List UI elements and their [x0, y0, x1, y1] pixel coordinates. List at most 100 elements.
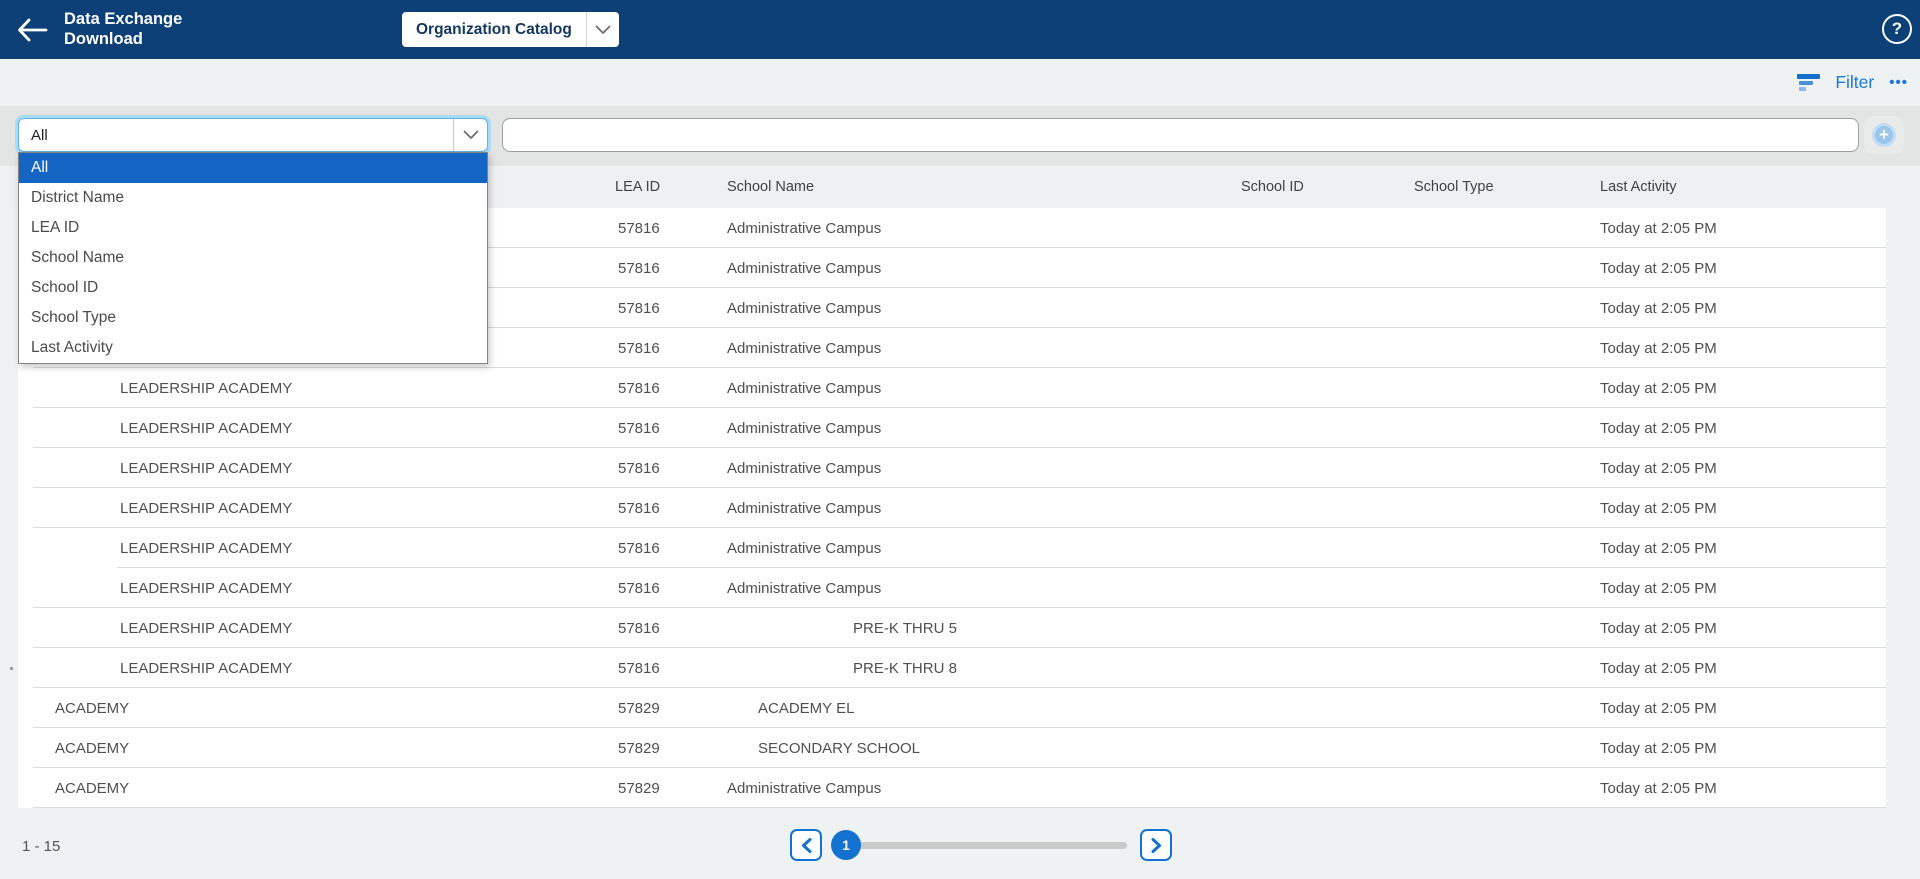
top-bar: Data Exchange Download Organization Cata… — [0, 0, 1920, 59]
back-arrow-icon[interactable] — [16, 17, 50, 43]
cell-last-activity: Today at 2:05 PM — [1600, 299, 1717, 317]
cell-school-name: PRE-K THRU 8 — [853, 659, 957, 677]
table-row[interactable]: 57816 Administrative Campus Today at 2:0… — [18, 288, 1886, 328]
cell-school-name: Administrative Campus — [727, 499, 882, 517]
cell-school-name: PRE-K THRU 5 — [853, 619, 957, 637]
cell-lea-id: 57816 — [618, 539, 660, 557]
add-button[interactable]: + — [1864, 116, 1904, 154]
cell-district-name: LEADERSHIP ACADEMY — [120, 619, 293, 637]
cell-lea-id: 57816 — [618, 459, 660, 477]
cell-school-name: SECONDARY SCHOOL — [758, 739, 920, 757]
dropdown-option-district-name[interactable]: District Name — [31, 189, 125, 206]
cell-district-name: LEADERSHIP ACADEMY — [120, 459, 293, 477]
cell-lea-id: 57816 — [618, 419, 660, 437]
cell-lea-id: 57816 — [618, 579, 660, 597]
cell-lea-id: 57816 — [618, 259, 660, 277]
page-title: Data Exchange Download — [64, 10, 183, 48]
field-select-dropdown: All District Name LEA ID School Name Sch… — [18, 152, 488, 364]
table-row[interactable]: LEADERSHIP ACADEMY 57816 Administrative … — [18, 568, 1886, 608]
cell-lea-id: 57816 — [618, 619, 660, 637]
cell-last-activity: Today at 2:05 PM — [1600, 419, 1717, 437]
table-row[interactable]: LEADERSHIP ACADEMY 57816 Administrative … — [18, 448, 1886, 488]
cell-last-activity: Today at 2:05 PM — [1600, 459, 1717, 477]
chevron-down-icon[interactable] — [453, 119, 487, 151]
table-row[interactable]: 57816 Administrative Campus Today at 2:0… — [18, 208, 1886, 248]
dropdown-option-school-id[interactable]: School ID — [31, 279, 99, 296]
table-row[interactable]: ACADEMY 57829 SECONDARY SCHOOL Today at … — [18, 728, 1886, 768]
cell-lea-id: 57829 — [618, 699, 660, 717]
help-glyph: ? — [1891, 19, 1903, 38]
table-row[interactable]: LEADERSHIP ACADEMY 57816 Administrative … — [18, 488, 1886, 528]
cell-last-activity: Today at 2:05 PM — [1600, 659, 1717, 677]
cell-lea-id: 57816 — [618, 339, 660, 357]
more-options-icon[interactable]: ••• — [1889, 73, 1908, 91]
cell-lea-id: 57816 — [618, 379, 660, 397]
chevron-left-icon — [801, 837, 811, 853]
pagination: 1 — [790, 829, 1172, 861]
table-row[interactable]: 57816 Administrative Campus Today at 2:0… — [18, 328, 1886, 368]
catalog-selector[interactable]: Organization Catalog — [402, 12, 619, 47]
table-row[interactable]: LEADERSHIP ACADEMY 57816 Administrative … — [18, 368, 1886, 408]
filter-button[interactable]: Filter — [1835, 72, 1875, 92]
dropdown-option-last-activity[interactable]: Last Activity — [31, 339, 113, 356]
cell-district-name: ACADEMY — [55, 779, 130, 797]
column-header-last-activity[interactable]: Last Activity — [1600, 179, 1677, 195]
cell-last-activity: Today at 2:05 PM — [1600, 739, 1717, 757]
page-slider-track[interactable] — [846, 842, 1127, 849]
cell-district-name: ACADEMY — [55, 699, 130, 717]
current-page-indicator[interactable]: 1 — [831, 830, 861, 860]
cell-district-name: ACADEMY — [55, 739, 130, 757]
cell-last-activity: Today at 2:05 PM — [1600, 339, 1717, 357]
cell-lea-id: 57816 — [618, 499, 660, 517]
table-row[interactable]: ACADEMY 57829 ACADEMY EL Today at 2:05 P… — [18, 688, 1886, 728]
cell-district-name: LEADERSHIP ACADEMY — [120, 579, 293, 597]
cell-lea-id: 57829 — [618, 779, 660, 797]
cell-lea-id: 57816 — [618, 219, 660, 237]
table-row[interactable]: LEADERSHIP ACADEMY 57816 PRE-K THRU 8 To… — [10, 648, 1886, 688]
chevron-right-icon — [1151, 837, 1161, 853]
cell-last-activity: Today at 2:05 PM — [1600, 619, 1717, 637]
field-select[interactable]: All — [18, 118, 488, 152]
cell-school-name: Administrative Campus — [727, 419, 882, 437]
row-range-label: 1 - 15 — [22, 838, 61, 855]
table-row[interactable]: ACADEMY 57829 Administrative Campus Toda… — [18, 768, 1886, 808]
cell-last-activity: Today at 2:05 PM — [1600, 499, 1717, 517]
cell-district-name: LEADERSHIP ACADEMY — [120, 379, 293, 397]
cell-district-name: LEADERSHIP ACADEMY — [120, 539, 293, 557]
cell-school-name: Administrative Campus — [727, 219, 882, 237]
dropdown-option-lea-id[interactable]: LEA ID — [31, 219, 80, 236]
table-row[interactable]: 57816 Administrative Campus Today at 2:0… — [18, 248, 1886, 288]
cell-school-name: Administrative Campus — [727, 579, 882, 597]
cell-school-name: Administrative Campus — [727, 379, 882, 397]
search-input[interactable] — [502, 118, 1859, 152]
cell-last-activity: Today at 2:05 PM — [1600, 579, 1717, 597]
column-header-school-id[interactable]: School ID — [1241, 179, 1304, 195]
previous-page-button[interactable] — [790, 829, 822, 861]
cell-school-name: ACADEMY EL — [758, 699, 855, 717]
cell-district-name: LEADERSHIP ACADEMY — [120, 659, 293, 677]
dropdown-option-school-name[interactable]: School Name — [31, 249, 125, 266]
cell-school-name: Administrative Campus — [727, 299, 882, 317]
column-header-lea-id[interactable]: LEA ID — [615, 179, 661, 195]
cell-lea-id: 57816 — [618, 299, 660, 317]
column-header-school-name[interactable]: School Name — [727, 179, 815, 195]
dropdown-option-school-type[interactable]: School Type — [31, 309, 117, 326]
dropdown-option-all[interactable]: All — [19, 153, 487, 183]
help-icon[interactable]: ? — [1882, 14, 1912, 44]
table-row[interactable]: LEADERSHIP ACADEMY 57816 Administrative … — [18, 408, 1886, 448]
filter-bar: Filter ••• — [0, 59, 1920, 106]
table-row[interactable]: LEADERSHIP ACADEMY 57816 PRE-K THRU 5 To… — [18, 608, 1886, 648]
next-page-button[interactable] — [1140, 829, 1172, 861]
cell-last-activity: Today at 2:05 PM — [1600, 699, 1717, 717]
cell-school-name: Administrative Campus — [727, 539, 882, 557]
column-header-school-type[interactable]: School Type — [1414, 179, 1494, 195]
cell-district-name: LEADERSHIP ACADEMY — [120, 419, 293, 437]
filter-funnel-icon[interactable] — [1797, 74, 1821, 91]
field-select-value: All — [31, 126, 48, 144]
cell-last-activity: Today at 2:05 PM — [1600, 219, 1717, 237]
plus-icon: + — [1872, 123, 1896, 147]
cell-school-name: Administrative Campus — [727, 779, 882, 797]
cell-lea-id: 57829 — [618, 739, 660, 757]
table-row[interactable]: LEADERSHIP ACADEMY 57816 Administrative … — [18, 528, 1886, 568]
